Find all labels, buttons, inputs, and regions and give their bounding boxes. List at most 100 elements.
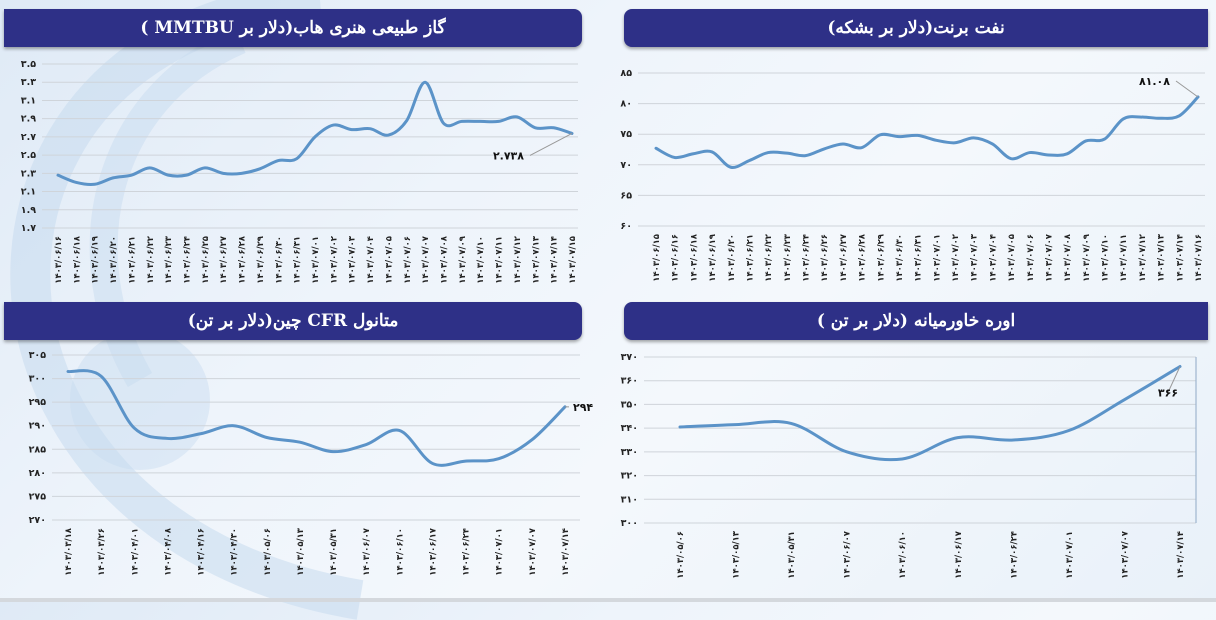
- x-axis-date-label: ۱۴۰۳/۰۶/۲۷: [219, 235, 229, 284]
- x-axis-date-label: ۱۴۰۳/۰۶/۲۳: [164, 235, 174, 284]
- x-axis-date-label: ۱۴۰۳/۰۷/۱۲: [513, 235, 523, 284]
- y-axis-tick-label: ۱.۹: [21, 205, 36, 216]
- price-series-line: [56, 80, 574, 187]
- y-axis-tick-label: ۳۱۰: [621, 494, 638, 505]
- y-axis-tick-label: ۳.۳: [21, 77, 36, 88]
- y-axis-tick-label: ۳۰۵: [29, 350, 47, 361]
- x-axis-date-label: ۱۴۰۳/۰۷/۰۳: [348, 235, 358, 284]
- y-axis-tick-label: ۳۷۰: [621, 352, 638, 363]
- x-axis-date-label: ۱۴۰۳/۰۷/۰۱: [311, 236, 321, 284]
- methanol-price-line-chart: ۲۷۰ ۲۷۵ ۲۸۰ ۲۸۵ ۲۹۰ ۲۹۵ ۳۰۰ ۳۰۵ ۱۴۰۳/۰۳/۱۸ ۱۴۰۳/۰…: [29, 350, 594, 576]
- x-axis-date-label: ۱۴۰۳/۰۷/۰۷: [1120, 530, 1130, 579]
- x-axis-date-label: ۱۴۰۳/۰۷/۰۶: [403, 236, 413, 284]
- x-axis-date-label: ۱۴۰۳/۰۶/۲۴: [183, 236, 193, 284]
- x-axis-date-label: ۱۴۰۳/۰۶/۲۰: [727, 234, 737, 282]
- x-axis-date-label: ۱۴۰۳/۰۶/۱۰: [395, 528, 405, 576]
- x-axis-date-label: ۱۴۰۳/۰۳/۱۸: [64, 527, 74, 576]
- x-axis-date-label: ۱۴۰۳/۰۵/۰۶: [263, 528, 273, 576]
- x-axis-date-label: ۱۴۰۳/۰۷/۰۹: [1082, 233, 1092, 282]
- methanol-chart-title: متانول CFR چین(دلار بر تن): [4, 302, 582, 340]
- x-axis-date-label: ۱۴۰۳/۰۵/۱۳: [296, 527, 306, 576]
- urea-chart-title: اوره خاورمیانه (دلار بر تن ): [624, 302, 1208, 340]
- y-axis-tick-label: ۶۰: [620, 221, 632, 232]
- x-axis-date-label: ۱۴۰۳/۰۶/۲۱: [127, 236, 137, 284]
- x-axis-date-label: ۱۴۰۳/۰۵/۳۱: [787, 531, 797, 579]
- x-axis-date-label: ۱۴۰۳/۰۶/۲۹: [876, 233, 886, 282]
- annotation-leader-line: [529, 132, 573, 156]
- last-value-annotation: ۳۶۶: [1158, 386, 1178, 399]
- y-axis-tick-label: ۶۵: [620, 190, 632, 201]
- x-axis-date-label: ۱۴۰۳/۰۷/۰۲: [329, 235, 339, 284]
- x-axis-date-label: ۱۴۰۳/۰۶/۰۷: [843, 530, 853, 579]
- x-axis-date-label: ۱۴۰۳/۰۶/۱۷: [954, 530, 964, 579]
- urea-price-line-chart: ۳۰۰ ۳۱۰ ۳۲۰ ۳۳۰ ۳۴۰ ۳۵۰ ۳۶۰ ۳۷۰ ۱۴۰۳/۰۵/۰۶ ۱۴۰۳/۰…: [621, 352, 1197, 579]
- x-axis-date-label: ۱۴۰۳/۰۷/۱۳: [1157, 233, 1167, 282]
- y-axis-tick-label: ۱.۷: [21, 223, 36, 234]
- x-axis-date-label: ۱۴۰۳/۰۷/۱۲: [1138, 233, 1148, 282]
- x-axis-date-label: ۱۴۰۳/۰۶/۳۱: [293, 236, 303, 284]
- price-series-line: [654, 95, 1200, 169]
- x-axis-date-label: ۱۴۰۳/۰۷/۱۴: [550, 236, 560, 284]
- y-axis-tick-label: ۳۳۰: [621, 447, 638, 458]
- bottom-divider: [0, 598, 1216, 602]
- y-axis-tick-label: ۳.۱: [21, 95, 36, 106]
- last-value-annotation: ۲.۷۳۸: [493, 149, 524, 162]
- x-axis-date-label: ۱۴۰۳/۰۶/۲۷: [839, 233, 849, 282]
- y-axis-tick-label: ۲۷۰: [29, 515, 46, 526]
- y-axis-tick-label: ۳.۵: [21, 59, 36, 70]
- x-axis-date-label: ۱۴۰۳/۰۷/۱۴: [1176, 531, 1186, 579]
- x-axis-date-label: ۱۴۰۳/۰۶/۳۰: [895, 234, 905, 282]
- x-axis-date-label: ۱۴۰۳/۰۷/۰۵: [1007, 234, 1017, 282]
- x-axis-date-label: ۱۴۰۳/۰۷/۰۷: [1044, 233, 1054, 282]
- x-axis-date-label: ۱۴۰۳/۰۴/۰۸: [163, 527, 173, 576]
- y-axis-tick-label: ۳۰۰: [621, 518, 638, 529]
- x-axis-date-label: ۱۴۰۳/۰۶/۱۸: [689, 233, 699, 282]
- x-axis-date-label: ۱۴۰۳/۰۶/۱۹: [91, 235, 101, 284]
- y-axis-tick-label: ۲۸۵: [29, 444, 47, 455]
- x-axis-date-label: ۱۴۰۳/۰۵/۱۳: [732, 530, 742, 579]
- x-axis-date-label: ۱۴۰۳/۰۶/۱۹: [708, 233, 718, 282]
- y-axis-tick-label: ۸۰: [620, 99, 632, 110]
- x-axis-date-label: ۱۴۰۳/۰۳/۲۶: [97, 528, 107, 576]
- x-axis-date-label: ۱۴۰۳/۰۵/۰۶: [676, 531, 686, 579]
- x-axis-date-label: ۱۴۰۳/۰۷/۰۱: [932, 234, 942, 282]
- x-axis-date-label: ۱۴۰۳/۰۶/۱۵: [652, 234, 662, 282]
- x-axis-date-label: ۱۴۰۳/۰۶/۱۶: [671, 234, 681, 282]
- x-axis-date-label: ۱۴۰۳/۰۷/۰۸: [1063, 233, 1073, 282]
- x-axis-date-label: ۱۴۰۳/۰۶/۰۷: [362, 527, 372, 576]
- x-axis-date-label: ۱۴۰۳/۰۶/۲۸: [858, 233, 868, 282]
- y-axis-tick-label: ۲.۵: [21, 150, 36, 161]
- x-axis-date-label: ۱۴۰۳/۰۷/۱۵: [568, 236, 578, 284]
- x-axis-date-label: ۱۴۰۳/۰۶/۲۸: [238, 235, 248, 284]
- x-axis-date-label: ۱۴۰۳/۰۴/۱۶: [197, 528, 207, 576]
- x-axis-date-label: ۱۴۰۳/۰۷/۰۶: [1026, 234, 1036, 282]
- x-axis-date-label: ۱۴۰۳/۰۷/۰۳: [970, 233, 980, 282]
- x-axis-date-label: ۱۴۰۳/۰۶/۲۶: [820, 234, 830, 282]
- x-axis-date-label: ۱۴۰۳/۰۷/۰۲: [951, 233, 961, 282]
- brent-chart-title: نفت برنت(دلار بر بشکه): [624, 9, 1208, 47]
- x-axis-date-label: ۱۴۰۳/۰۴/۳۰: [230, 528, 240, 576]
- x-axis-date-label: ۱۴۰۳/۰۶/۲۰: [109, 236, 119, 284]
- x-axis-date-label: ۱۴۰۳/۰۶/۲۱: [745, 234, 755, 282]
- y-axis-tick-label: ۳۲۰: [621, 471, 638, 482]
- x-axis-date-label: ۱۴۰۳/۰۷/۰۵: [384, 236, 394, 284]
- x-axis-date-label: ۱۴۰۳/۰۷/۰۷: [528, 527, 538, 576]
- gas-chart-title: گاز طبیعی هنری هاب(دلار بر MMTBU ): [4, 9, 582, 47]
- annotation-leader-line: [1175, 80, 1199, 98]
- x-axis-date-label: ۱۴۰۳/۰۷/۱۳: [531, 235, 541, 284]
- x-axis-date-label: ۱۴۰۳/۰۴/۰۱: [130, 528, 140, 576]
- x-axis-date-label: ۱۴۰۳/۰۶/۲۲: [146, 235, 156, 284]
- x-axis-date-label: ۱۴۰۳/۰۷/۱۴: [1175, 234, 1185, 282]
- y-axis-tick-label: ۷۰: [620, 160, 632, 171]
- annotation-leader-line: [1167, 366, 1181, 393]
- y-axis-tick-label: ۳۶۰: [621, 376, 638, 387]
- last-value-annotation: ۸۱.۰۸: [1139, 75, 1170, 88]
- x-axis-date-label: ۱۴۰۳/۰۷/۰۹: [458, 235, 468, 284]
- x-axis-date-label: ۱۴۰۳/۰۷/۰۷: [421, 235, 431, 284]
- y-axis-tick-label: ۲.۹: [21, 114, 36, 125]
- y-axis-tick-label: ۳۵۰: [621, 399, 638, 410]
- x-axis-date-label: ۱۴۰۳/۰۶/۲۴: [802, 234, 812, 282]
- y-axis-tick-label: ۳۰۰: [29, 374, 46, 385]
- x-axis-date-label: ۱۴۰۳/۰۷/۰۴: [366, 236, 376, 284]
- x-axis-date-label: ۱۴۰۳/۰۵/۳۱: [329, 528, 339, 576]
